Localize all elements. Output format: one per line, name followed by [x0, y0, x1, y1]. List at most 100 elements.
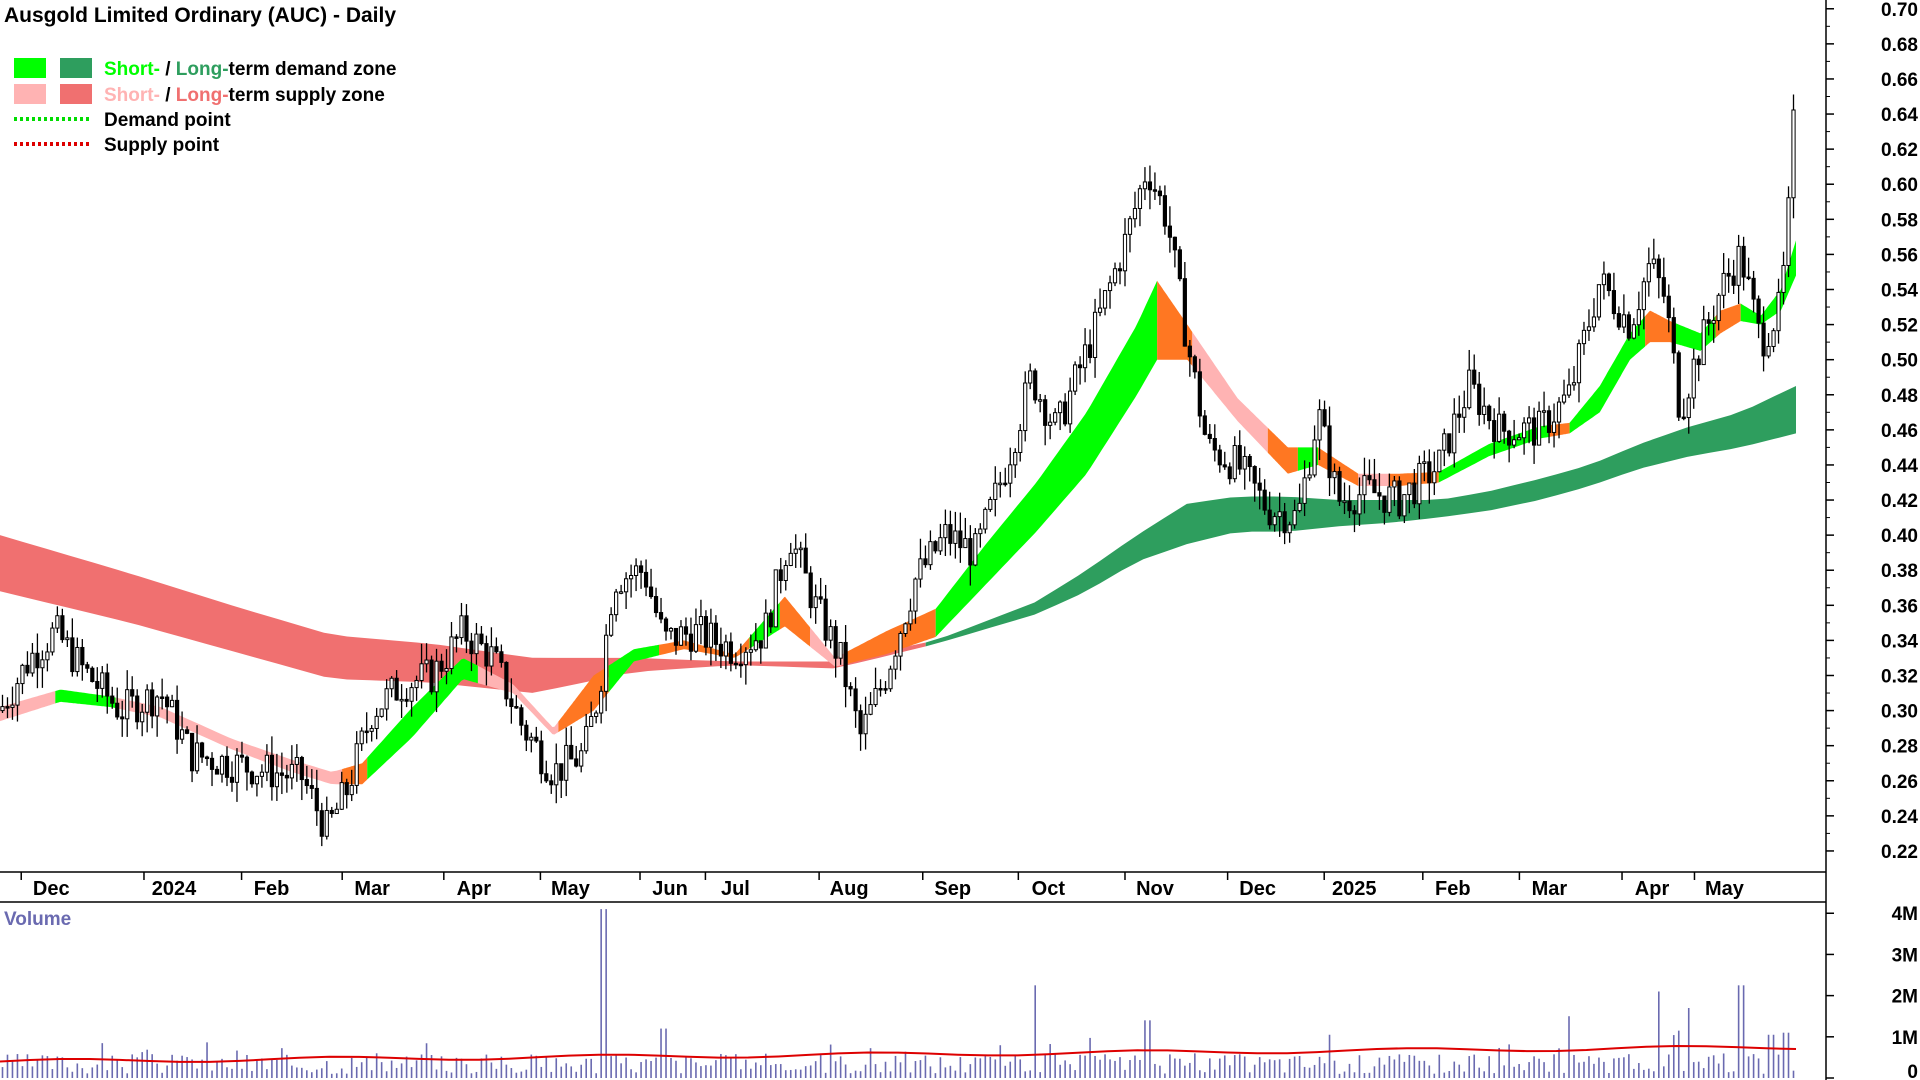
- candle-body: [579, 750, 584, 767]
- candle-body: [1621, 314, 1626, 328]
- candle: [90, 666, 95, 683]
- candle: [1132, 191, 1138, 228]
- candle-body: [953, 530, 958, 544]
- candle: [1522, 417, 1527, 455]
- candle-body: [1786, 197, 1791, 266]
- candle: [1332, 463, 1337, 495]
- candle: [304, 765, 309, 794]
- candle-body: [643, 571, 649, 588]
- candle-body: [1332, 471, 1337, 479]
- candle-body: [564, 744, 569, 781]
- candle: [1606, 272, 1612, 297]
- candle-body: [658, 612, 664, 620]
- volume-tick-label: 1M: [1892, 1028, 1918, 1049]
- candle-body: [524, 724, 529, 741]
- legend-label: Short- / Long-term demand zone: [104, 59, 396, 80]
- candle-body: [1551, 421, 1557, 433]
- legend-label: Supply point: [104, 135, 220, 156]
- candle-body: [464, 615, 469, 642]
- candle: [1701, 305, 1706, 366]
- candle-body: [75, 646, 80, 673]
- candle-body: [993, 482, 998, 500]
- candle-body: [354, 743, 359, 786]
- candle: [309, 769, 314, 799]
- candle: [878, 679, 883, 697]
- candle-body: [788, 552, 793, 567]
- candle-body: [244, 756, 250, 773]
- candle-body: [479, 633, 484, 645]
- candle: [938, 523, 943, 555]
- candle-body: [1576, 343, 1582, 384]
- candle: [1457, 395, 1462, 434]
- candle-body: [1462, 407, 1467, 418]
- candle-body: [344, 782, 349, 796]
- candle: [763, 599, 768, 649]
- candle-body: [584, 725, 589, 752]
- candle: [683, 617, 689, 646]
- candle: [713, 615, 719, 662]
- candle-body: [863, 713, 868, 735]
- candle-body: [150, 689, 155, 717]
- candle: [189, 732, 195, 783]
- candle-body: [1482, 405, 1487, 415]
- candle: [673, 627, 679, 655]
- candle-body: [1382, 495, 1387, 513]
- candle: [1257, 467, 1262, 510]
- candle-body: [828, 626, 833, 641]
- candle: [1741, 236, 1746, 291]
- candle-body: [988, 498, 993, 510]
- candle: [1362, 457, 1367, 514]
- candle-body: [833, 626, 838, 659]
- candle: [748, 634, 753, 666]
- candle-body: [254, 775, 260, 785]
- candle: [1462, 390, 1467, 433]
- candle: [209, 752, 215, 787]
- candle-body: [259, 771, 265, 777]
- candle: [244, 755, 250, 791]
- candle: [599, 685, 604, 724]
- candle: [723, 634, 728, 670]
- candle-body: [1531, 417, 1537, 446]
- candle: [65, 630, 70, 647]
- candle: [1452, 398, 1457, 468]
- candle-body: [1222, 464, 1227, 468]
- candle: [489, 627, 494, 676]
- candle-body: [1082, 344, 1088, 369]
- legend-long-text: Long-: [176, 59, 229, 80]
- candle: [70, 618, 75, 677]
- candle-body: [1033, 370, 1038, 401]
- candle: [479, 626, 484, 646]
- candle: [1147, 165, 1153, 210]
- candle-body: [1207, 433, 1212, 440]
- candle: [165, 694, 170, 724]
- candle: [873, 667, 878, 707]
- candle: [369, 725, 374, 742]
- candle-body: [793, 548, 798, 554]
- candle: [80, 639, 85, 681]
- candle-body: [10, 704, 15, 708]
- y-tick-label: 0.50: [1881, 351, 1918, 372]
- candle: [1546, 405, 1552, 444]
- candle: [1197, 358, 1202, 428]
- y-tick-label: 0.58: [1881, 210, 1918, 231]
- candle-body: [304, 779, 309, 787]
- candle-body: [1626, 314, 1631, 339]
- candle-body: [1541, 410, 1547, 413]
- candle-body: [723, 641, 728, 657]
- short-term-zone-overlap-6: [558, 665, 609, 733]
- candle: [229, 761, 235, 792]
- candle: [1058, 400, 1063, 431]
- candle-body: [1746, 276, 1751, 280]
- candle: [868, 692, 873, 716]
- candle-body: [998, 482, 1003, 486]
- candle: [758, 640, 763, 664]
- candle: [110, 686, 115, 709]
- x-tick-label: Aug: [830, 878, 869, 900]
- candle: [194, 725, 200, 774]
- candle: [988, 496, 993, 512]
- candle-body: [324, 809, 329, 837]
- candle-body: [778, 569, 783, 582]
- candle-body: [1641, 281, 1646, 311]
- candle: [1402, 494, 1407, 524]
- candle-body: [738, 663, 743, 667]
